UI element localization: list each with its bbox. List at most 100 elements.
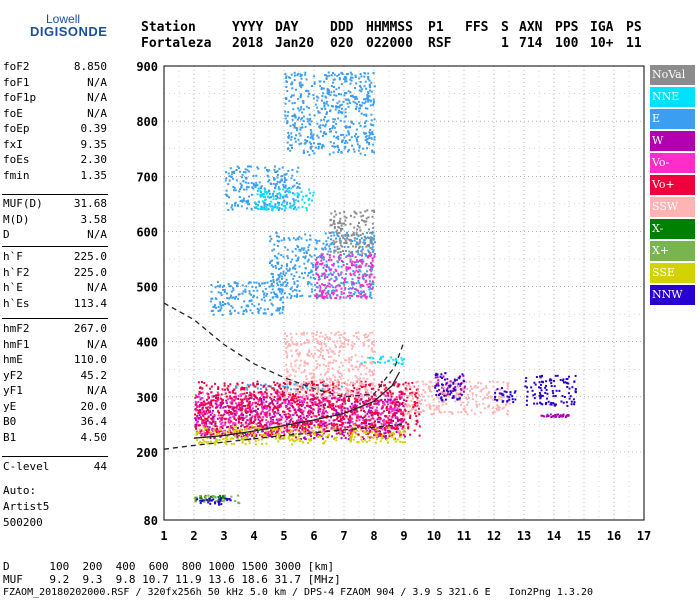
echo-point [263,196,266,199]
echo-point [203,403,206,406]
echo-point [330,85,333,87]
echo-point [467,401,470,404]
echo-point [212,313,215,316]
echo-point [379,416,382,419]
echo-point [338,375,341,378]
echo-point [321,381,324,383]
echo-point [338,283,341,286]
echo-point [312,338,315,341]
echo-point [540,414,543,417]
echo-point [236,404,239,407]
echo-point [375,406,378,409]
echo-point [372,374,375,377]
echo-point [344,111,347,114]
echo-point [289,396,292,398]
echo-point [345,273,347,276]
echo-point [323,357,326,360]
echo-point [351,260,354,263]
echo-point [330,74,333,77]
echo-point [322,398,325,401]
echo-point [414,395,417,398]
echo-point [249,417,252,420]
echo-point [285,388,288,391]
echo-cluster-w-2 [540,413,570,419]
echo-point [197,409,200,412]
echo-point [260,185,263,188]
echo-point [328,282,331,285]
echo-point [334,379,337,381]
echo-point [312,276,315,279]
echo-point [318,349,321,352]
echo-point [265,424,268,427]
echo-point [333,359,335,362]
echo-point [195,424,198,427]
echo-point [241,417,244,420]
echo-point [394,414,397,417]
echo-point [284,395,287,398]
echo-point [302,152,305,154]
echo-point [408,384,411,387]
echo-point [460,388,463,391]
echo-point [349,274,352,276]
echo-point [270,284,273,287]
param-row-group3-1: h`F2 225.0 [3,266,107,281]
echo-point [286,345,289,348]
echo-point [316,342,319,345]
echo-point [228,411,231,414]
echo-point [325,243,328,246]
echo-point [296,426,298,429]
echo-point [559,414,562,417]
echo-point [344,426,347,429]
echo-point [231,171,234,173]
echo-point [278,202,281,204]
echo-point [402,411,405,414]
echo-point [209,495,212,498]
param-value: 0.39 [80,122,108,135]
echo-point [339,396,342,399]
echo-point [308,192,311,195]
echo-point [278,167,281,170]
echo-point [368,286,371,288]
echo-point [270,393,273,396]
echo-point [361,425,364,428]
echo-point [202,415,205,418]
echo-point [304,430,307,433]
y-tick-label-7: 800 [136,115,158,129]
echo-point [549,413,552,416]
echo-point [260,384,263,387]
echo-point [327,391,330,394]
echo-point [293,126,296,129]
echo-point [354,87,357,89]
echo-point [369,283,372,286]
echo-point [443,411,446,414]
hdr-label-s: S [501,20,509,35]
echo-point [300,237,303,240]
echo-point [371,382,374,385]
echo-point [286,296,289,299]
echo-point [234,402,237,405]
echo-point [245,285,248,288]
echo-point [301,412,304,415]
echo-point [277,412,280,415]
echo-point [194,403,197,406]
echo-point [274,187,276,190]
echo-point [340,71,343,74]
echo-point [337,383,340,386]
echo-point [453,394,456,397]
echo-point [378,403,380,406]
echo-point [312,332,315,335]
echo-point [315,337,318,340]
echo-point [562,413,565,416]
echo-point [353,274,356,277]
echo-point [293,193,296,196]
echo-point [256,166,259,169]
echo-point [400,390,403,393]
echo-point [328,423,331,426]
echo-point [354,291,357,294]
echo-point [350,262,353,265]
echo-point [299,411,302,414]
echo-point [241,199,244,202]
echo-point [342,264,345,266]
echo-point [265,387,268,390]
echo-point [326,120,328,123]
